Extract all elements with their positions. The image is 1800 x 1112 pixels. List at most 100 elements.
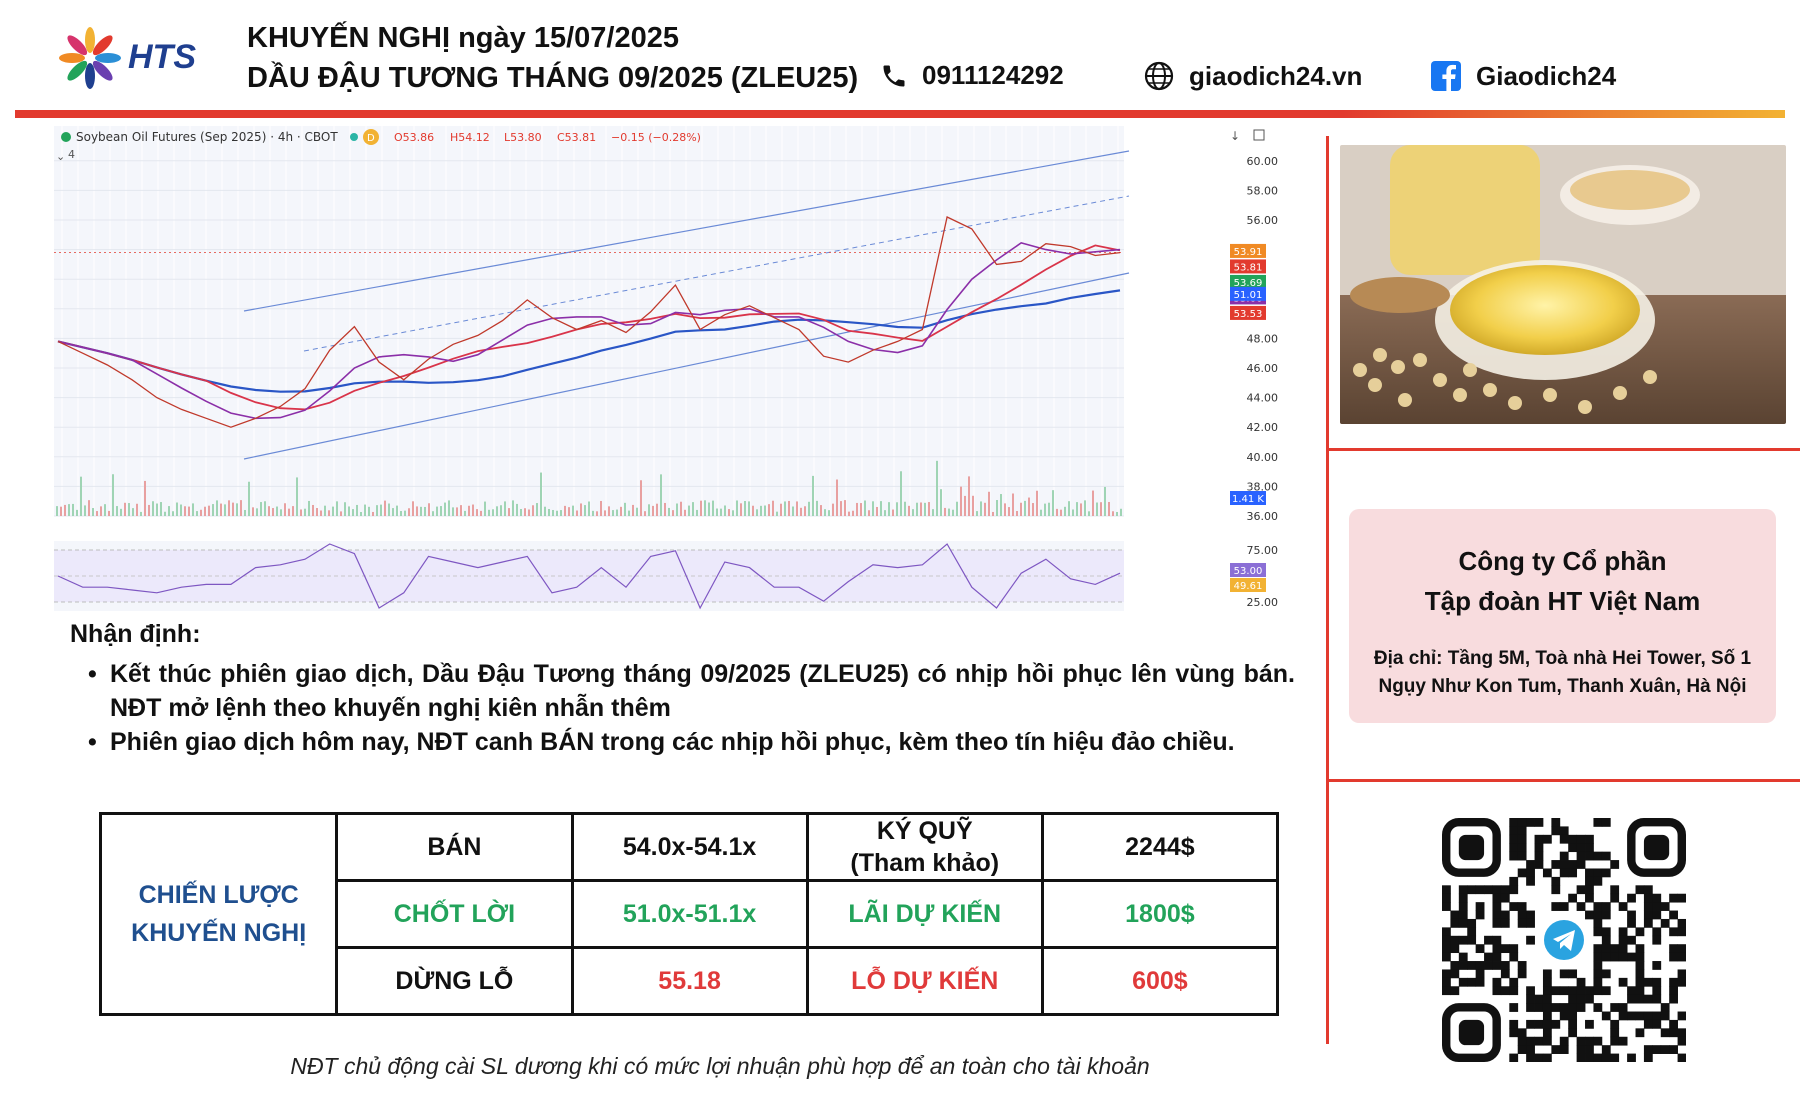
collapse-chevron-icon[interactable]: ⌄ [56,150,65,163]
qr-module [1610,860,1620,869]
website-link[interactable]: giaodich24.vn [1143,60,1362,92]
qr-module [1618,977,1628,987]
qr-module [1542,969,1552,979]
qr-module [1669,1019,1678,1029]
qr-module [1627,1053,1636,1063]
qr-module [1534,1053,1544,1063]
volume-bar [616,509,618,516]
qr-module [1484,952,1493,962]
qr-module [1517,868,1527,878]
qr-module [1467,977,1477,987]
volume-bar [116,506,118,516]
qr-module [1652,927,1662,937]
y-tick-label: 42.00 [1247,421,1279,434]
volume-bar [104,504,106,516]
price-chart[interactable]: Soybean Oil Futures (Sep 2025) · 4h · CB… [54,126,1314,611]
qr-module [1559,860,1569,869]
qr-module [1559,986,1569,996]
qr-module [1610,1019,1620,1029]
volume-bar [776,511,778,516]
qr-module [1669,944,1678,954]
volume-bar [416,506,418,516]
brand-name: HTS [128,38,196,76]
volume-bar [480,510,482,516]
phone-contact[interactable]: 0911124292 [880,60,1064,91]
volume-bar [320,510,322,516]
qr-module [1660,1028,1670,1038]
qr-module [1517,843,1527,853]
facebook-link[interactable]: Giaodich24 [1430,60,1616,92]
fullscreen-icon[interactable] [1253,129,1265,141]
qr-module [1551,986,1561,996]
qr-module [1601,1045,1611,1054]
volume-bar [1044,503,1046,516]
volume-bar [508,508,510,516]
facebook-name: Giaodich24 [1476,60,1617,91]
qr-module [1450,969,1460,979]
qr-module [1450,935,1460,945]
qr-module [1568,868,1578,878]
volume-bar [500,505,502,516]
analysis-section: Nhận định: Kết thúc phiên giao dịch, Dầu… [70,620,1295,759]
qr-module [1585,1036,1594,1046]
volume-bar [844,500,846,516]
qr-module [1585,1053,1594,1063]
qr-module [1517,969,1527,979]
qr-module [1450,986,1460,996]
volume-bar [412,501,414,516]
volume-bar [196,511,198,516]
volume-bar [260,502,262,516]
y-tick-label: 60.00 [1247,155,1279,168]
volume-bar [704,500,706,516]
qr-module [1492,986,1502,996]
qr-module [1585,851,1594,861]
analysis-bullet: Phiên giao dịch hôm nay, NĐT canh BÁN tr… [70,725,1295,759]
qr-module [1509,818,1519,827]
volume-bar [232,502,234,516]
qr-module [1585,843,1594,853]
volume-bar [220,503,222,516]
qr-module [1526,1003,1535,1012]
volume-bar [548,508,550,516]
qr-module [1492,893,1502,903]
volume-bar [852,510,854,516]
qr-module [1660,902,1670,911]
volume-bar [272,508,274,516]
volume-bar [100,506,102,516]
volume-bar [456,507,458,516]
y-axis: 60.00 58.00 56.00 48.00 46.00 44.00 42.00 40.00… [1247,155,1279,609]
volume-bar [352,509,354,516]
company-card: Công ty Cổ phần Tập đoàn HT Việt Nam Địa… [1349,509,1776,723]
volume-bar [940,489,942,516]
volume-bar [612,510,614,516]
qr-module [1526,935,1535,945]
volume-bar [216,500,218,516]
volume-bar [840,501,842,516]
volume-bar [800,507,802,516]
volume-bar [584,505,586,516]
volume-bar [384,500,386,516]
rsi-line [57,543,1121,610]
qr-module [1585,994,1594,1004]
qr-module [1517,961,1527,970]
qr-module [1652,986,1662,996]
download-icon[interactable]: ↓ [1230,129,1240,143]
qr-module [1458,902,1468,911]
volume-bar [624,502,626,516]
volume-bar [512,500,514,516]
volume-bar [140,511,142,516]
qr-module [1458,961,1468,970]
volume-bar [772,500,774,516]
telegram-plane-icon [1553,930,1575,951]
volume-bar [820,505,822,516]
qr-module [1593,969,1603,979]
qr-module [1534,834,1544,844]
volume-bar [560,510,562,516]
telegram-qr-code[interactable] [1442,818,1687,1063]
volume-bar [984,502,986,516]
qr-module [1526,860,1535,869]
volume-bar [248,481,250,516]
volume-bar [600,500,602,516]
qr-finder-outer [1442,1003,1501,1063]
volume-bar [888,502,890,516]
